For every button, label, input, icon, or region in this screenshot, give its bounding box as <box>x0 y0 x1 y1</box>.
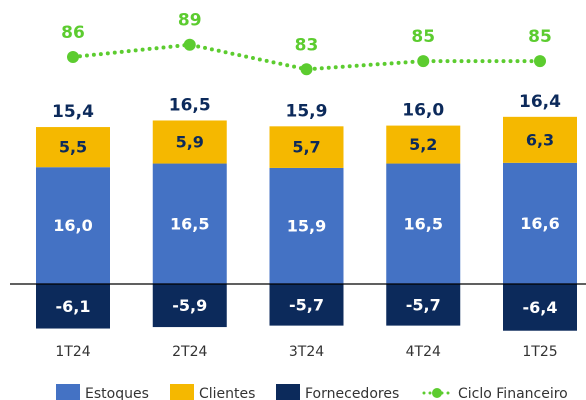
total-label: 16,5 <box>169 95 211 115</box>
line-point <box>67 51 79 63</box>
bar-segment <box>386 284 461 326</box>
bar-segment <box>36 167 110 284</box>
segment-label: -6,1 <box>56 297 91 316</box>
total-label: 15,4 <box>52 102 94 122</box>
line-label: 85 <box>528 27 552 47</box>
x-tick-label: 1T24 <box>55 344 90 360</box>
legend-label: Clientes <box>199 386 255 400</box>
line-point <box>534 55 546 68</box>
bar-segment <box>152 163 227 284</box>
segment-label: -5,7 <box>406 295 441 314</box>
line-point <box>183 38 196 51</box>
bar-segment <box>269 167 344 284</box>
total-label: 16,0 <box>402 101 444 121</box>
bar-segment <box>269 126 344 168</box>
line-label: 89 <box>178 11 202 31</box>
segment-label: 6,3 <box>526 130 554 149</box>
segment-label: -6,4 <box>523 298 558 317</box>
segment-label: 5,7 <box>292 138 320 157</box>
line-point <box>300 63 313 76</box>
x-tick-label: 1T25 <box>522 344 557 360</box>
legend-label: Estoques <box>85 386 149 400</box>
total-label: 16,4 <box>519 92 561 112</box>
total-label: 15,9 <box>286 101 328 121</box>
segment-label: 5,5 <box>59 138 87 157</box>
segment-label: -5,9 <box>172 296 207 315</box>
segment-label: 16,5 <box>170 214 209 233</box>
legend-swatch <box>276 384 300 400</box>
bar-segment <box>503 162 577 284</box>
bar-segment <box>269 284 344 326</box>
bar-segment <box>386 163 461 284</box>
x-tick-label: 3T24 <box>289 344 324 360</box>
x-tick-label: 2T24 <box>172 344 207 360</box>
legend-label: Fornecedores <box>305 386 399 400</box>
bar-segment <box>503 284 577 331</box>
segment-label: 5,2 <box>409 135 437 154</box>
bar-segment <box>36 284 110 329</box>
segment-label: -5,7 <box>289 295 324 314</box>
legend-swatch <box>56 384 80 400</box>
segment-label: 16,5 <box>404 214 443 233</box>
line-label: 83 <box>295 35 319 55</box>
line-label: 85 <box>411 27 435 47</box>
legend-label: Ciclo Financeiro <box>458 386 568 400</box>
bar-segment <box>36 127 110 168</box>
segment-label: 15,9 <box>287 216 326 235</box>
legend-swatch <box>170 384 194 400</box>
line-point <box>417 55 430 68</box>
bar-segment <box>152 284 227 328</box>
segment-label: 16,0 <box>53 216 92 235</box>
line-label: 86 <box>61 23 85 43</box>
segment-label: 5,9 <box>176 133 204 152</box>
bar-segment <box>386 125 461 164</box>
legend-marker <box>432 388 442 398</box>
bar-segment <box>503 116 577 163</box>
x-tick-label: 4T24 <box>406 344 441 360</box>
bar-segment <box>152 120 227 164</box>
segment-label: 16,6 <box>520 214 559 233</box>
